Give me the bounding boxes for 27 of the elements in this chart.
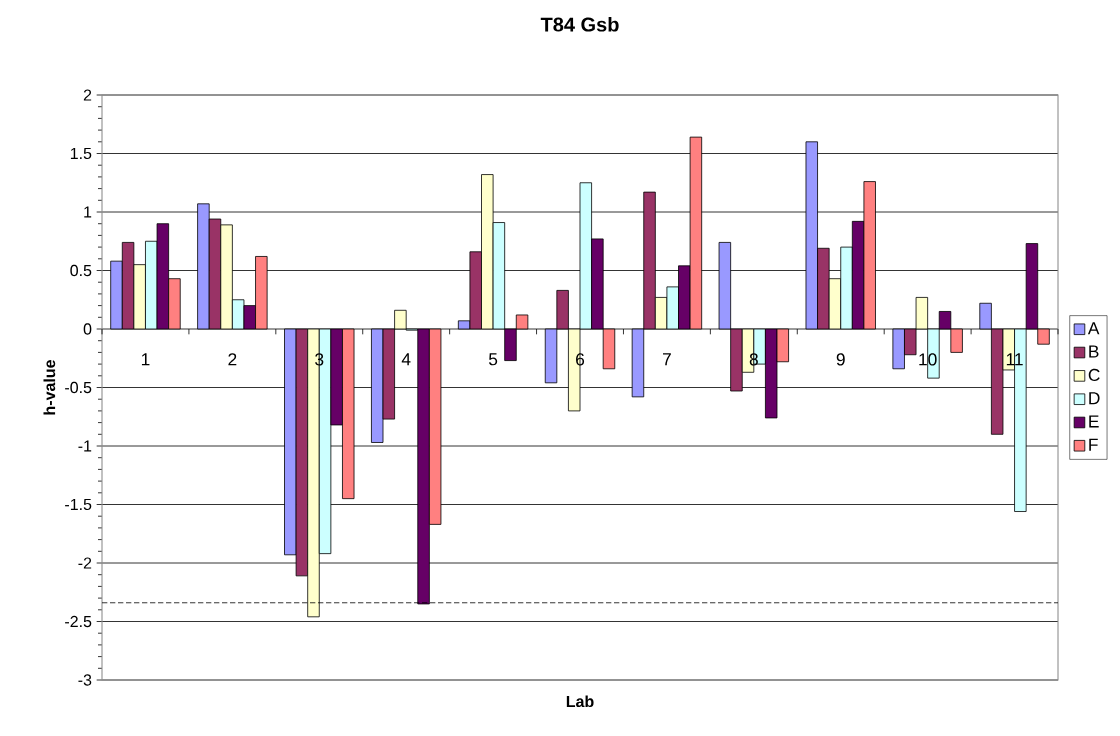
x-tick-label: 6 — [576, 353, 585, 366]
y-tick-label: 1.5 — [70, 147, 92, 160]
y-tick-label: 0.5 — [70, 264, 92, 277]
legend-label: D — [1089, 392, 1100, 405]
x-tick-label: 5 — [488, 353, 498, 366]
x-tick-label: 7 — [663, 353, 671, 366]
legend-label: E — [1089, 415, 1099, 428]
x-tick-label: 2 — [228, 353, 237, 366]
y-axis-title: h-value — [43, 360, 56, 415]
y-tick-label: -2.5 — [65, 615, 92, 628]
x-tick-label: 1 — [141, 353, 150, 366]
legend-label: C — [1088, 368, 1100, 382]
y-tick-label: -3 — [78, 674, 92, 686]
y-tick-label: -2 — [78, 557, 92, 569]
chart-title: T84 Gsb — [540, 16, 619, 32]
y-tick-label: -0.5 — [65, 381, 92, 394]
y-tick-label: -1.5 — [65, 498, 92, 511]
x-axis-title: Lab — [566, 695, 594, 708]
y-tick-label: -1 — [78, 440, 92, 452]
y-tick-label: 2 — [83, 89, 92, 101]
legend-label: A — [1087, 322, 1100, 335]
x-tick-label: 4 — [401, 353, 411, 366]
y-tick-label: 1 — [84, 206, 92, 218]
legend-label: F — [1089, 438, 1098, 451]
x-tick-label: 9 — [836, 353, 845, 366]
legend-label: B — [1089, 345, 1099, 358]
y-tick-label: 0 — [83, 323, 92, 335]
